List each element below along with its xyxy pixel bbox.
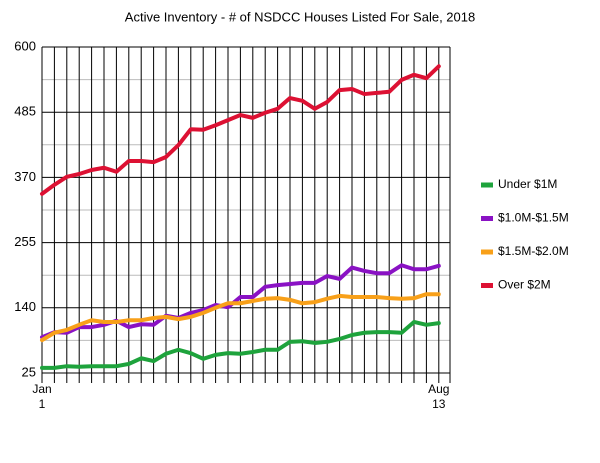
legend-label: $1.5M-$2.0M bbox=[498, 244, 569, 258]
x-tick-label: Aug 13 bbox=[428, 382, 449, 411]
legend-label: Over $2M bbox=[498, 278, 551, 292]
y-tick-label: 370 bbox=[14, 169, 36, 184]
legend-label: $1.0M-$1.5M bbox=[498, 211, 569, 225]
series-line bbox=[40, 292, 441, 343]
y-tick-label: 485 bbox=[14, 104, 36, 119]
series-line bbox=[40, 64, 441, 196]
series-line bbox=[40, 319, 441, 370]
x-tick-label: Jan 1 bbox=[32, 382, 51, 411]
y-tick-label: 255 bbox=[14, 234, 36, 249]
legend-label: Under $1M bbox=[498, 177, 557, 191]
y-tick-label: 140 bbox=[14, 299, 36, 314]
chart-title: Active Inventory - # of NSDCC Houses Lis… bbox=[125, 9, 475, 24]
y-tick-label: 600 bbox=[14, 38, 36, 53]
y-tick-label: 25 bbox=[22, 364, 36, 379]
